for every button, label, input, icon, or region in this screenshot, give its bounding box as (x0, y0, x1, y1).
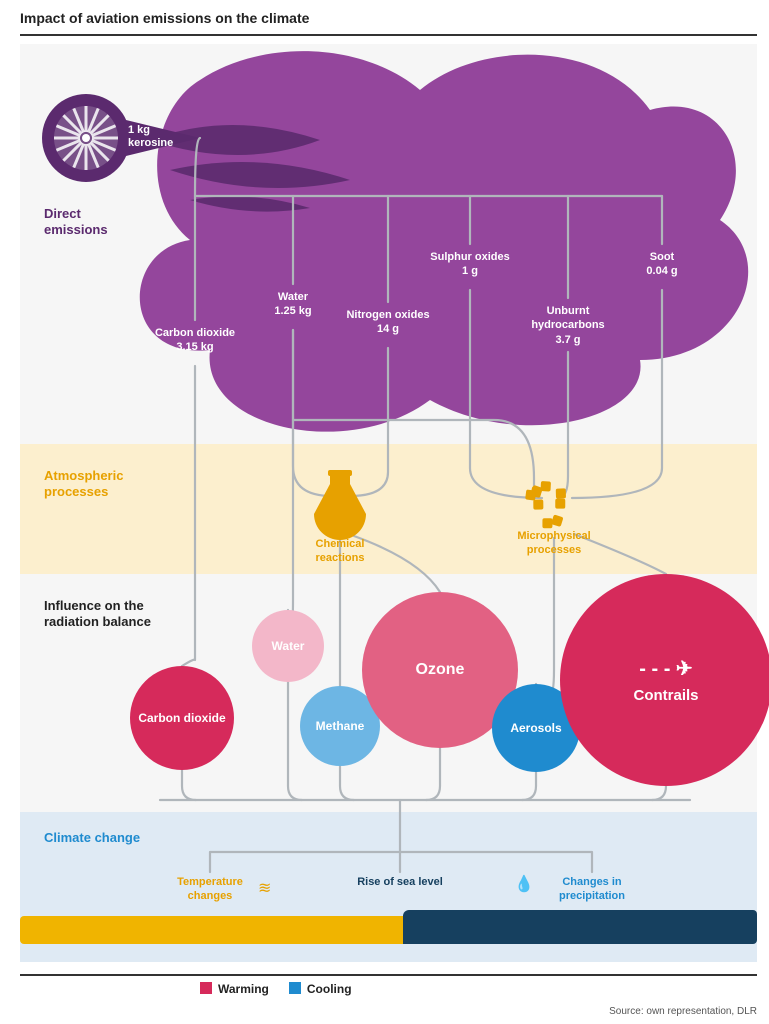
section-label-direct: Directemissions (44, 206, 108, 239)
climate-sea: Rise of sea level (340, 876, 460, 890)
legend-cooling: Cooling (289, 982, 352, 996)
section-label-atmo: Atmosphericprocesses (44, 468, 123, 501)
heat-icon: ≋ (258, 878, 271, 898)
emission-co2: Carbon dioxide3.15 kg (140, 326, 250, 355)
engine-label: 1 kgkerosine (128, 124, 173, 150)
section-label-climate: Climate change (44, 830, 140, 846)
legend: Warming Cooling (200, 982, 352, 996)
bubble-contrails: - - - ✈Contrails (560, 574, 769, 786)
label-microphysical: Microphysicalprocesses (499, 530, 609, 558)
bubble-co2b: Carbon dioxide (130, 666, 234, 770)
sea-strip-warm (20, 916, 403, 944)
rule-bottom (20, 974, 757, 976)
emission-nox: Nitrogen oxides14 g (333, 308, 443, 337)
label-chemical-reactions: Chemicalreactions (290, 538, 390, 566)
source-text: Source: own representation, DLR (609, 1006, 757, 1018)
exhaust-cloud (0, 0, 769, 1024)
bubble-water: Water (252, 610, 324, 682)
section-label-rad: Influence on theradiation balance (44, 598, 151, 631)
emission-sox: Sulphur oxides1 g (415, 250, 525, 279)
emission-soot: Soot0.04 g (607, 250, 717, 279)
legend-warming: Warming (200, 982, 269, 996)
drops-icon: 💧 (514, 874, 534, 894)
emission-uhc: Unburnthydrocarbons3.7 g (513, 304, 623, 347)
emission-h2o: Water1.25 kg (238, 290, 348, 319)
climate-temp: Temperaturechanges (150, 876, 270, 904)
sea-strip-cool (403, 910, 757, 944)
climate-precip: Changes inprecipitation (532, 876, 652, 904)
